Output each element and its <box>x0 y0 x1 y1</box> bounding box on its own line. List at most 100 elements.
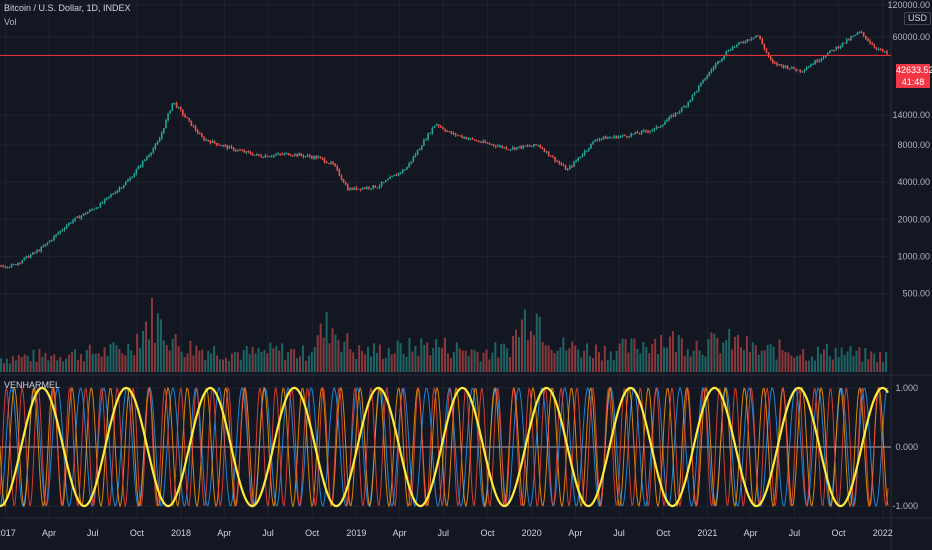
indicator-legend[interactable]: VENHARMEL <box>4 380 61 390</box>
price-candle <box>327 163 330 165</box>
volume-bar <box>82 361 85 372</box>
price-candle <box>311 156 313 159</box>
volume-bar <box>224 357 227 372</box>
volume-bar <box>648 353 651 372</box>
volume-bar <box>399 343 402 372</box>
price-candle <box>376 187 379 189</box>
price-candle <box>287 153 290 156</box>
price-candle <box>824 55 827 58</box>
price-candle <box>44 243 47 247</box>
volume-bar <box>168 350 171 372</box>
price-candle <box>643 130 645 132</box>
price-candle <box>59 230 62 234</box>
symbol-title[interactable]: Bitcoin / U.S. Dollar, 1D, INDEX <box>4 3 131 13</box>
volume-bar <box>142 330 145 372</box>
volume-bar <box>603 345 606 372</box>
volume-bar <box>325 311 328 372</box>
price-candle <box>499 145 501 147</box>
price-candle <box>89 209 91 212</box>
price-candle <box>395 174 398 176</box>
price-candle <box>114 192 117 194</box>
volume-bar <box>195 345 198 372</box>
price-candle <box>463 137 465 139</box>
volume-bar <box>470 349 473 372</box>
volume-bar <box>825 343 828 372</box>
price-candle <box>535 143 537 146</box>
volume-bar <box>621 338 624 372</box>
price-candle <box>292 155 294 157</box>
price-candle <box>780 64 783 66</box>
volume-bar <box>816 346 819 372</box>
price-candle <box>877 48 880 50</box>
price-candle <box>592 141 594 144</box>
volume-bar <box>526 340 529 372</box>
price-candle <box>769 56 772 60</box>
price-candle <box>266 155 269 157</box>
volume-bar <box>74 349 76 372</box>
price-candle <box>175 102 178 108</box>
price-candle <box>562 165 565 167</box>
volume-bar <box>145 321 148 372</box>
price-candle <box>209 141 212 143</box>
volume-bar <box>352 352 355 372</box>
price-candle <box>179 107 182 111</box>
price-candle <box>63 228 66 230</box>
price-candle <box>23 257 26 261</box>
time-tick-label: 2017 <box>0 528 16 538</box>
volume-bar <box>790 355 793 372</box>
volume-bar <box>645 347 648 372</box>
volume-bar <box>94 353 97 372</box>
price-candle <box>884 51 886 53</box>
price-candle <box>108 196 110 198</box>
price-candle <box>478 140 480 142</box>
time-tick-label: Oct <box>130 528 145 538</box>
price-candle <box>717 61 719 64</box>
price-candle <box>165 120 167 129</box>
volume-bar <box>304 360 307 372</box>
volume-bar <box>674 352 677 372</box>
volume-bar <box>213 345 216 372</box>
price-candle <box>604 136 607 139</box>
price-candle <box>370 188 372 190</box>
price-candle <box>194 126 197 131</box>
price-candle <box>672 115 675 117</box>
price-candle <box>190 120 193 126</box>
volume-bar <box>287 352 290 372</box>
volume-bar <box>156 313 159 372</box>
volume-bar <box>633 338 636 372</box>
price-candle <box>412 156 415 162</box>
volume-bar <box>713 333 716 372</box>
volume-bar <box>864 348 867 372</box>
price-candle <box>442 127 444 130</box>
price-candle <box>645 130 647 132</box>
price-candle <box>784 65 787 68</box>
price-candle <box>359 188 362 190</box>
volume-bar <box>334 334 337 372</box>
price-candle <box>860 31 863 33</box>
volume-bar <box>248 354 251 372</box>
price-candle <box>247 151 250 153</box>
volume-bar <box>538 316 541 372</box>
volume-legend[interactable]: Vol <box>4 17 17 27</box>
price-candle <box>184 114 186 117</box>
volume-bar <box>757 354 760 372</box>
price-candle <box>465 137 467 139</box>
price-candle <box>554 156 556 162</box>
currency-button[interactable]: USD <box>904 12 932 25</box>
price-candle <box>547 151 550 156</box>
price-candle <box>67 222 70 226</box>
price-candle <box>42 246 45 248</box>
volume-bar <box>118 348 121 372</box>
volume-bar <box>278 350 281 372</box>
price-candle <box>742 42 744 44</box>
price-candle <box>234 150 237 152</box>
volume-bar <box>284 360 287 372</box>
volume-bar <box>571 341 574 372</box>
price-candle <box>681 107 683 112</box>
price-candle <box>95 207 97 210</box>
volume-bar <box>636 348 639 372</box>
price-candle <box>260 155 262 158</box>
price-candle <box>237 149 239 151</box>
